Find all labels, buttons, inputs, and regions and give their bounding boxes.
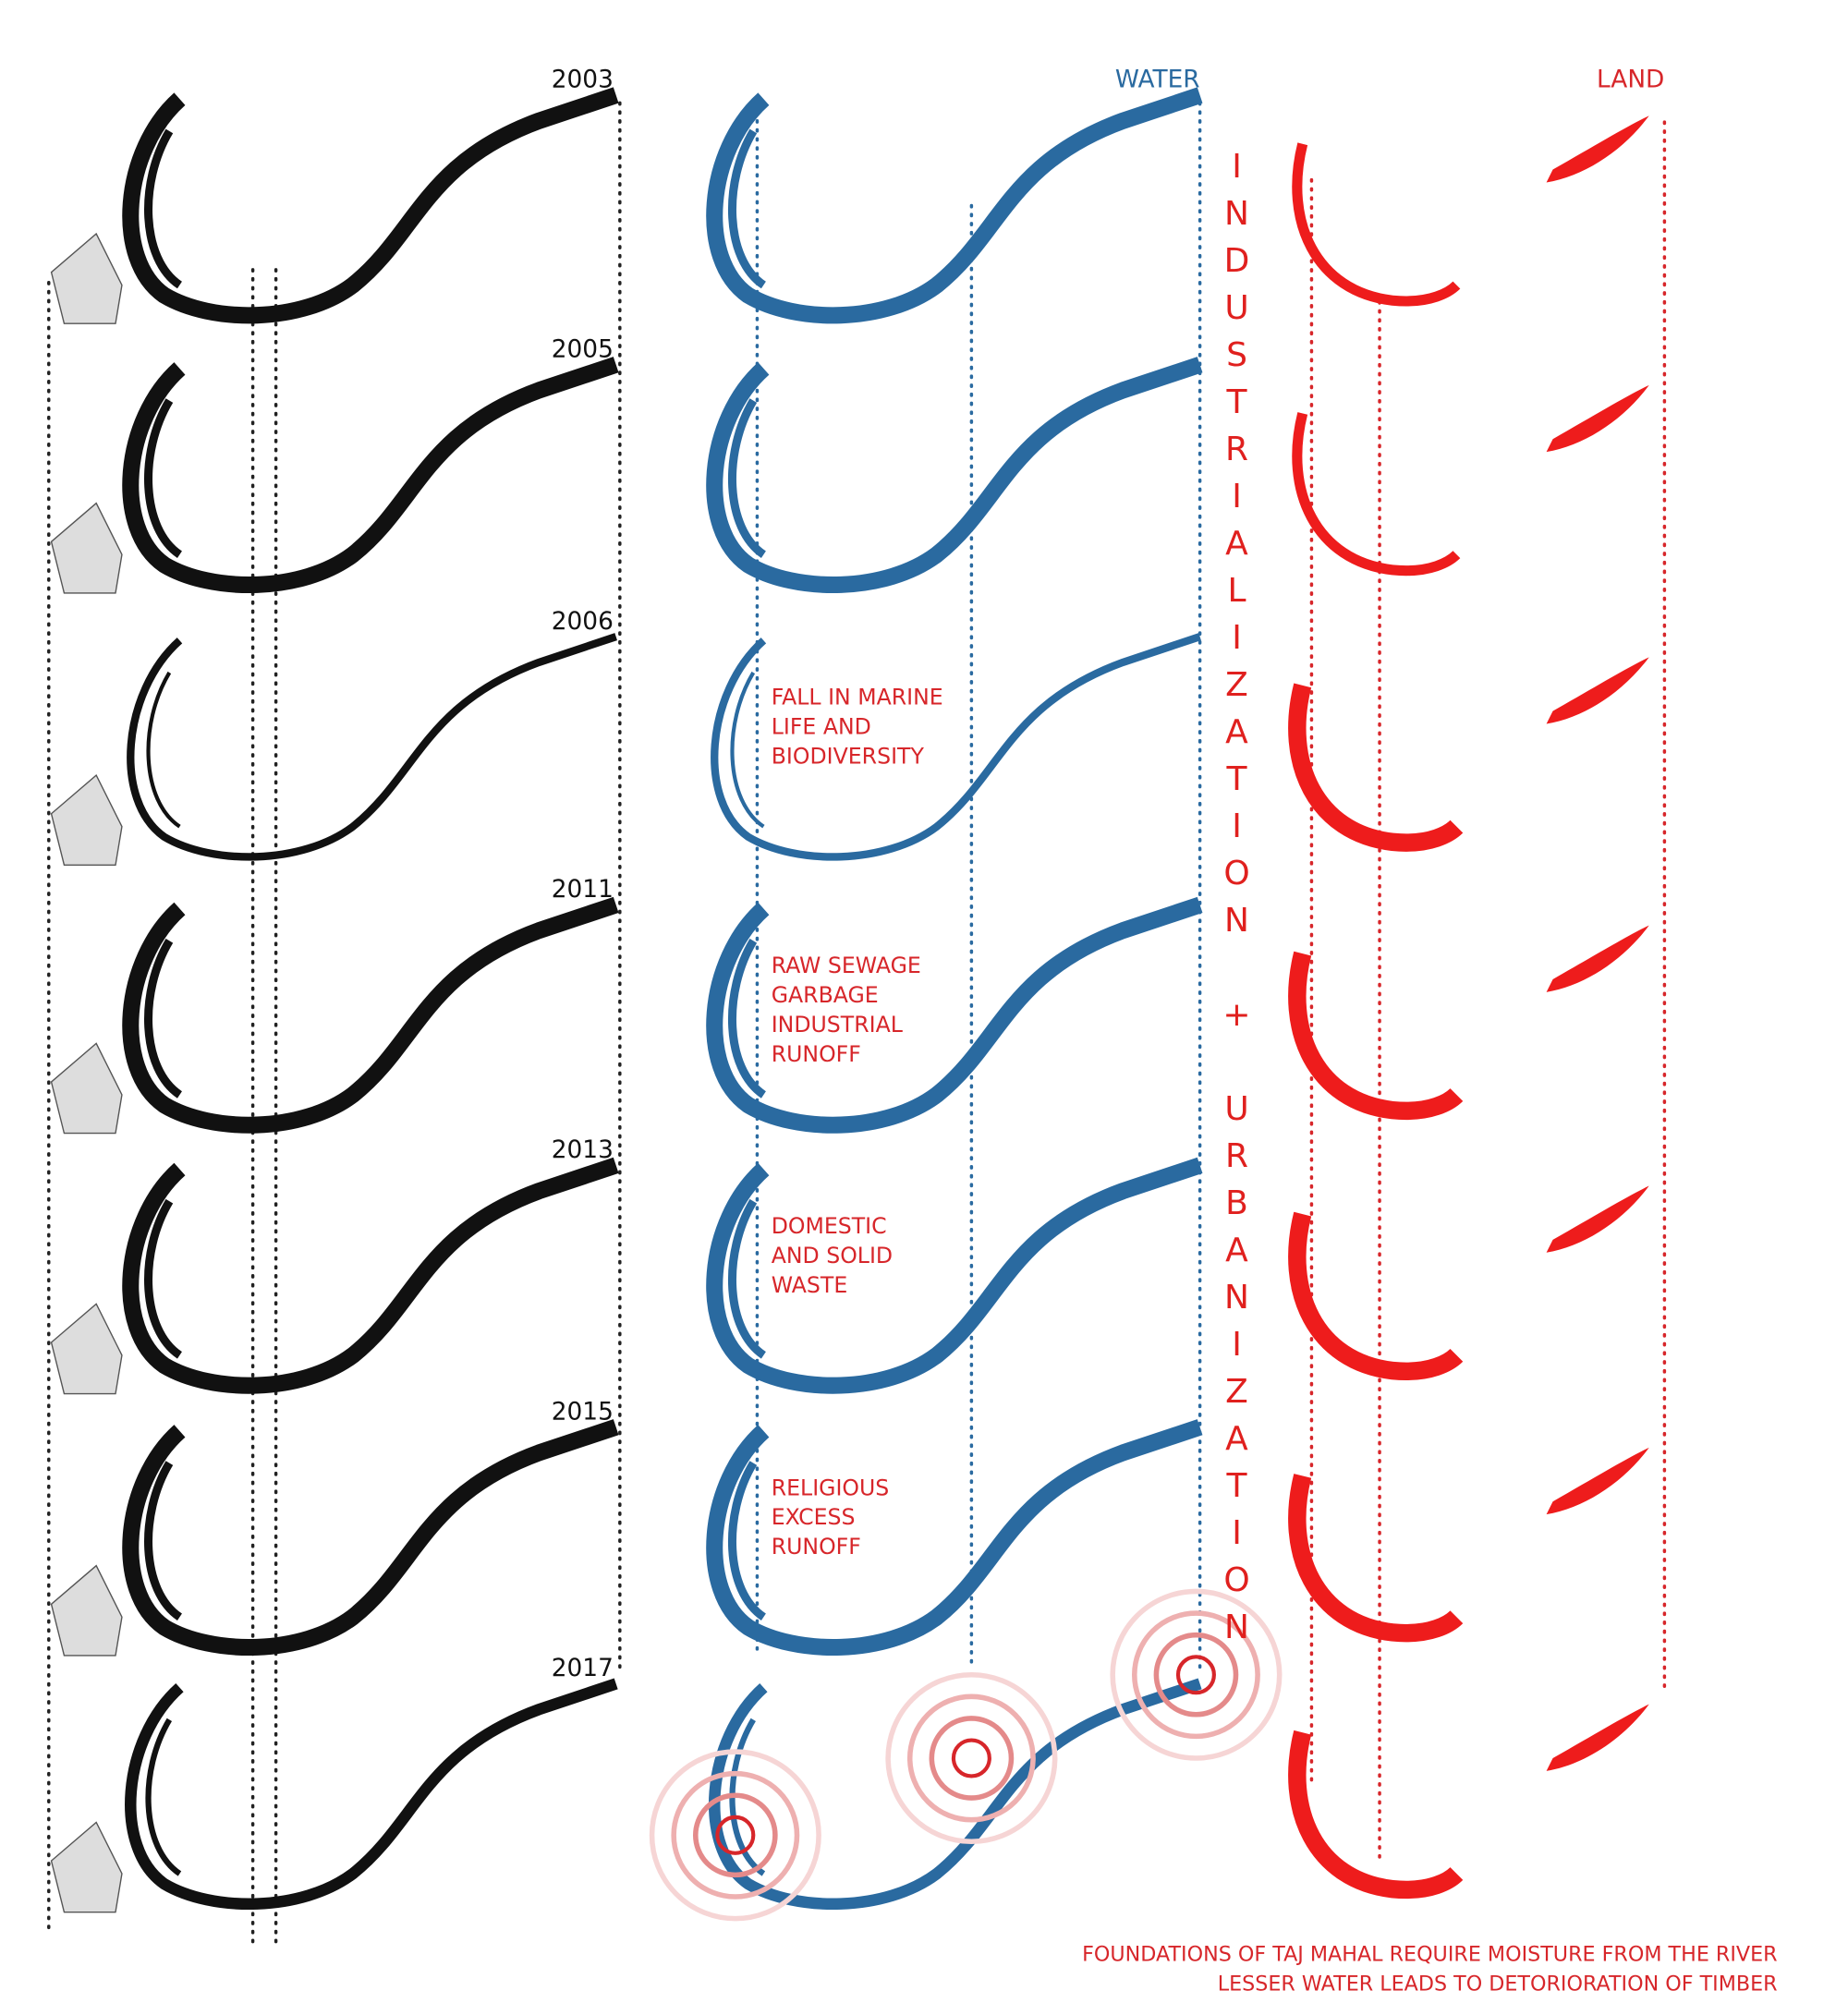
river-black-branch bbox=[145, 1718, 182, 1876]
river-blue-branch bbox=[727, 1198, 767, 1359]
land-red-blade bbox=[1546, 1185, 1649, 1253]
river-black bbox=[122, 357, 619, 593]
river-blue-group bbox=[706, 87, 1203, 324]
annotation-line: GARBAGE bbox=[772, 982, 879, 1008]
river-blue bbox=[706, 896, 1203, 1134]
year-label: 2017 bbox=[552, 1655, 614, 1682]
river-blue-group bbox=[706, 1157, 1203, 1394]
river-black bbox=[122, 1157, 619, 1394]
river-blue-group bbox=[711, 633, 1201, 861]
river-blue bbox=[706, 1157, 1203, 1394]
land-red bbox=[1288, 951, 1464, 1121]
annotation-line: AND SOLID bbox=[772, 1243, 893, 1268]
year-row: 2005 bbox=[50, 335, 1649, 594]
annotation-line: RELIGIOUS bbox=[772, 1475, 890, 1500]
year-label: 2013 bbox=[552, 1136, 614, 1164]
river-black-branch bbox=[144, 398, 183, 558]
city-block bbox=[50, 1821, 123, 1913]
city-block bbox=[50, 774, 123, 867]
river-blue bbox=[709, 1678, 1202, 1910]
year-row: 2003 bbox=[50, 67, 1649, 324]
city-block bbox=[50, 1564, 123, 1657]
river-black-branch bbox=[144, 1198, 183, 1359]
river-black bbox=[122, 1419, 619, 1656]
river-blue bbox=[706, 87, 1203, 324]
water-header: WATER bbox=[1115, 67, 1200, 94]
annotation-line: RUNOFF bbox=[772, 1534, 861, 1560]
river-black bbox=[125, 1678, 618, 1910]
river-blue-group bbox=[706, 1419, 1203, 1656]
target-rings bbox=[649, 1588, 1283, 1922]
land-red-blade bbox=[1546, 1704, 1649, 1771]
river-black bbox=[127, 633, 617, 861]
river-blue-branch bbox=[729, 1718, 766, 1876]
land-red-blade bbox=[1546, 925, 1649, 992]
land-red-group bbox=[1288, 1704, 1649, 1900]
river-black-branch bbox=[144, 128, 183, 289]
vertical-title: INDUSTRIALIZATION + URBANIZATION bbox=[1218, 148, 1256, 1656]
year-row: 2006 bbox=[50, 608, 1649, 867]
year-label: 2011 bbox=[552, 876, 614, 904]
annotation-line: RAW SEWAGE bbox=[772, 953, 921, 978]
city-block bbox=[50, 1303, 123, 1395]
year-label: 2005 bbox=[552, 335, 614, 363]
footer-line: FOUNDATIONS OF TAJ MAHAL REQUIRE MOISTUR… bbox=[1082, 1942, 1777, 1966]
land-red bbox=[1288, 683, 1464, 852]
river-blue bbox=[706, 357, 1203, 593]
year-row: 2011 bbox=[50, 876, 1649, 1135]
river-blue bbox=[706, 1419, 1203, 1656]
river-blue-group bbox=[706, 357, 1203, 593]
river-blue-branch bbox=[727, 938, 767, 1099]
river-blue-branch bbox=[730, 671, 765, 829]
land-red bbox=[1288, 1474, 1464, 1643]
land-red-group bbox=[1292, 115, 1649, 307]
footer-line: LESSER WATER LEADS TO DETORIORATION OF T… bbox=[1218, 1972, 1778, 1996]
year-row: 2017 bbox=[50, 1655, 1649, 1913]
annotation-line: EXCESS bbox=[772, 1504, 856, 1530]
land-red-group bbox=[1288, 657, 1649, 852]
land-red-blade bbox=[1546, 657, 1649, 724]
land-red-group bbox=[1288, 925, 1649, 1121]
year-row: 2013 bbox=[50, 1136, 1649, 1395]
land-red-blade bbox=[1546, 384, 1649, 453]
river-blue-branch bbox=[727, 398, 767, 558]
annotation-line: LIFE AND bbox=[772, 714, 871, 740]
river-blue bbox=[711, 633, 1201, 861]
river-blue-branch bbox=[727, 128, 767, 289]
year-label: 2006 bbox=[552, 608, 614, 636]
river-blue-group bbox=[706, 896, 1203, 1134]
year-label: 2003 bbox=[552, 67, 614, 94]
river-black-branch bbox=[146, 671, 181, 829]
river-blue-group bbox=[709, 1678, 1202, 1910]
annotation-line: RUNOFF bbox=[772, 1041, 861, 1067]
land-red-blade bbox=[1546, 115, 1649, 183]
annotation-line: WASTE bbox=[772, 1272, 848, 1298]
river-blue-branch bbox=[727, 1461, 767, 1620]
annotation-line: BIODIVERSITY bbox=[772, 744, 925, 770]
guide-lines bbox=[47, 101, 1667, 1947]
land-red-group bbox=[1292, 384, 1649, 577]
city-block bbox=[50, 502, 123, 594]
city-block bbox=[50, 1042, 123, 1135]
river-black-branch bbox=[144, 1461, 183, 1620]
land-red-group bbox=[1288, 1185, 1649, 1381]
river-black bbox=[122, 896, 619, 1134]
annotation-line: DOMESTIC bbox=[772, 1213, 887, 1239]
land-red bbox=[1288, 1211, 1464, 1381]
land-red bbox=[1288, 1730, 1464, 1900]
river-black-branch bbox=[144, 938, 183, 1099]
annotation-line: FALL IN MARINE bbox=[772, 685, 943, 710]
land-red-blade bbox=[1546, 1447, 1649, 1515]
land-red bbox=[1292, 142, 1461, 307]
land-red bbox=[1292, 412, 1461, 577]
year-label: 2015 bbox=[552, 1398, 614, 1426]
annotation-line: INDUSTRIAL bbox=[772, 1012, 904, 1038]
city-block bbox=[50, 232, 123, 324]
river-black bbox=[122, 87, 619, 324]
land-red-group bbox=[1288, 1447, 1649, 1643]
land-header: LAND bbox=[1597, 67, 1664, 94]
year-row: 2015 bbox=[50, 1398, 1649, 1657]
